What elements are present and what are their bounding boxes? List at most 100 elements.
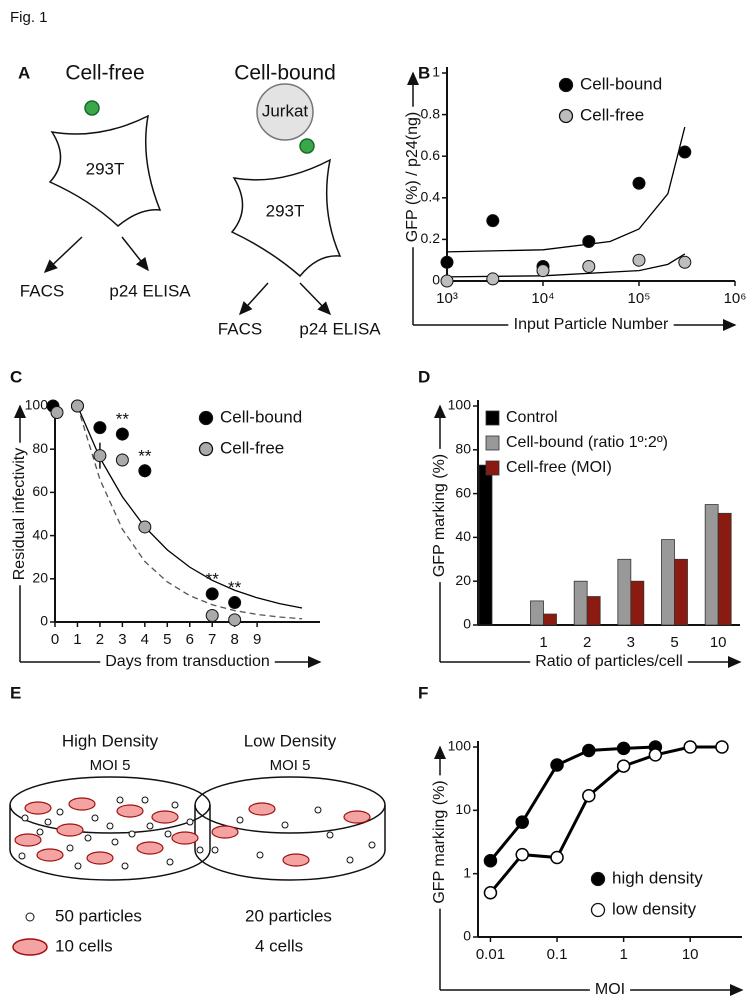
x-tick-label: 10 (682, 946, 699, 963)
bar (630, 580, 645, 626)
x-tick-label: 10⁵ (628, 290, 651, 307)
point (483, 853, 498, 868)
legend-label: Cell-free (MOI) (506, 459, 612, 476)
cell (230, 158, 342, 278)
x-tick-label: 3 (627, 634, 635, 651)
point (536, 264, 550, 278)
legend-label: Cell-bound (ratio 1º:2º) (506, 434, 668, 451)
legend-marker (198, 410, 214, 426)
panel-label: C (10, 367, 22, 386)
dish (194, 805, 386, 881)
legend-marker (558, 77, 574, 93)
x-tick-label: 1 (619, 946, 627, 963)
dish-rim (194, 776, 386, 834)
x-tick-label: 10⁶ (724, 290, 747, 307)
virus (84, 100, 100, 116)
annotation: ** (116, 410, 130, 429)
x-tick-label: 10 (710, 634, 727, 651)
arrow (238, 282, 269, 316)
x-tick-label: 2 (583, 634, 591, 651)
x-tick-label: 8 (230, 631, 238, 648)
point (550, 758, 564, 772)
bar (717, 512, 732, 626)
panel-label: D (418, 367, 430, 386)
label: Low Density (244, 731, 337, 750)
point (678, 145, 692, 159)
label: Jurkat (262, 101, 309, 120)
bar (543, 613, 557, 626)
y-tick-label: 0 (463, 928, 471, 944)
point (115, 427, 129, 441)
point (515, 815, 529, 829)
y-tick-label: 1 (432, 64, 440, 80)
label: 293T (86, 159, 125, 178)
cell (48, 114, 162, 227)
bar (617, 558, 632, 626)
point (715, 740, 729, 754)
label: p24 ELISA (109, 281, 191, 300)
cell-icon (12, 938, 48, 956)
legend-marker (558, 108, 574, 124)
fit-curve (76, 405, 303, 609)
legend-swatch (485, 460, 500, 476)
y-tick-label: 60 (455, 484, 471, 500)
point (138, 520, 152, 534)
legend-swatch (485, 435, 500, 451)
point (582, 788, 596, 803)
x-tick-label: 1 (73, 631, 81, 648)
label: Cell-bound (234, 62, 336, 85)
arrow (43, 236, 83, 274)
bar (573, 580, 588, 626)
virus (299, 138, 315, 154)
x-tick-label: 2 (96, 631, 104, 648)
point (632, 253, 646, 267)
label: p24 ELISA (299, 319, 381, 338)
cells (14, 797, 371, 867)
x-tick-label: 0.1 (547, 946, 568, 963)
fit-curve (76, 405, 303, 620)
label: High Density (62, 731, 159, 750)
bar (704, 504, 719, 626)
particles (18, 796, 376, 922)
panel-label: A (18, 63, 30, 82)
point (205, 609, 219, 623)
x-axis-label: Ratio of particles/cell (535, 653, 683, 670)
x-tick-label: 0.01 (476, 946, 505, 963)
point (582, 743, 596, 758)
legend-label: Cell-bound (580, 74, 662, 93)
y-tick-label: 10 (455, 801, 471, 817)
y-tick-label: 0.6 (421, 147, 441, 163)
y-axis-label: Residual infectivity (11, 448, 28, 581)
point (550, 850, 564, 865)
jurkat-cell (256, 83, 314, 141)
label: MOI 5 (270, 757, 311, 774)
x-tick-label: 1 (539, 634, 547, 651)
point (93, 449, 107, 463)
fit-curve (446, 253, 686, 278)
x-tick-label: 4 (141, 631, 149, 648)
point (483, 885, 498, 900)
label: FACS (20, 281, 64, 300)
label: 20 particles (245, 906, 332, 925)
x-tick-label: 9 (253, 631, 261, 648)
label: 50 particles (55, 906, 142, 925)
x-axis-label: MOI (595, 981, 625, 998)
x-axis-label: Days from transduction (105, 653, 270, 670)
point (486, 214, 500, 228)
legend-label: Cell-free (220, 438, 284, 457)
bar (530, 600, 544, 626)
x-tick-label: 10³ (436, 290, 458, 307)
point (582, 259, 596, 273)
point (683, 740, 697, 754)
label: MOI 5 (90, 757, 131, 774)
y-axis-label: GFP marking (%) (431, 454, 448, 577)
panel-label: F (418, 683, 428, 702)
label: Cell-free (65, 62, 144, 85)
arrow (121, 236, 149, 272)
point (616, 741, 631, 756)
y-tick-label: 100 (448, 738, 472, 754)
point (616, 759, 631, 773)
y-tick-label: 100 (448, 397, 472, 413)
